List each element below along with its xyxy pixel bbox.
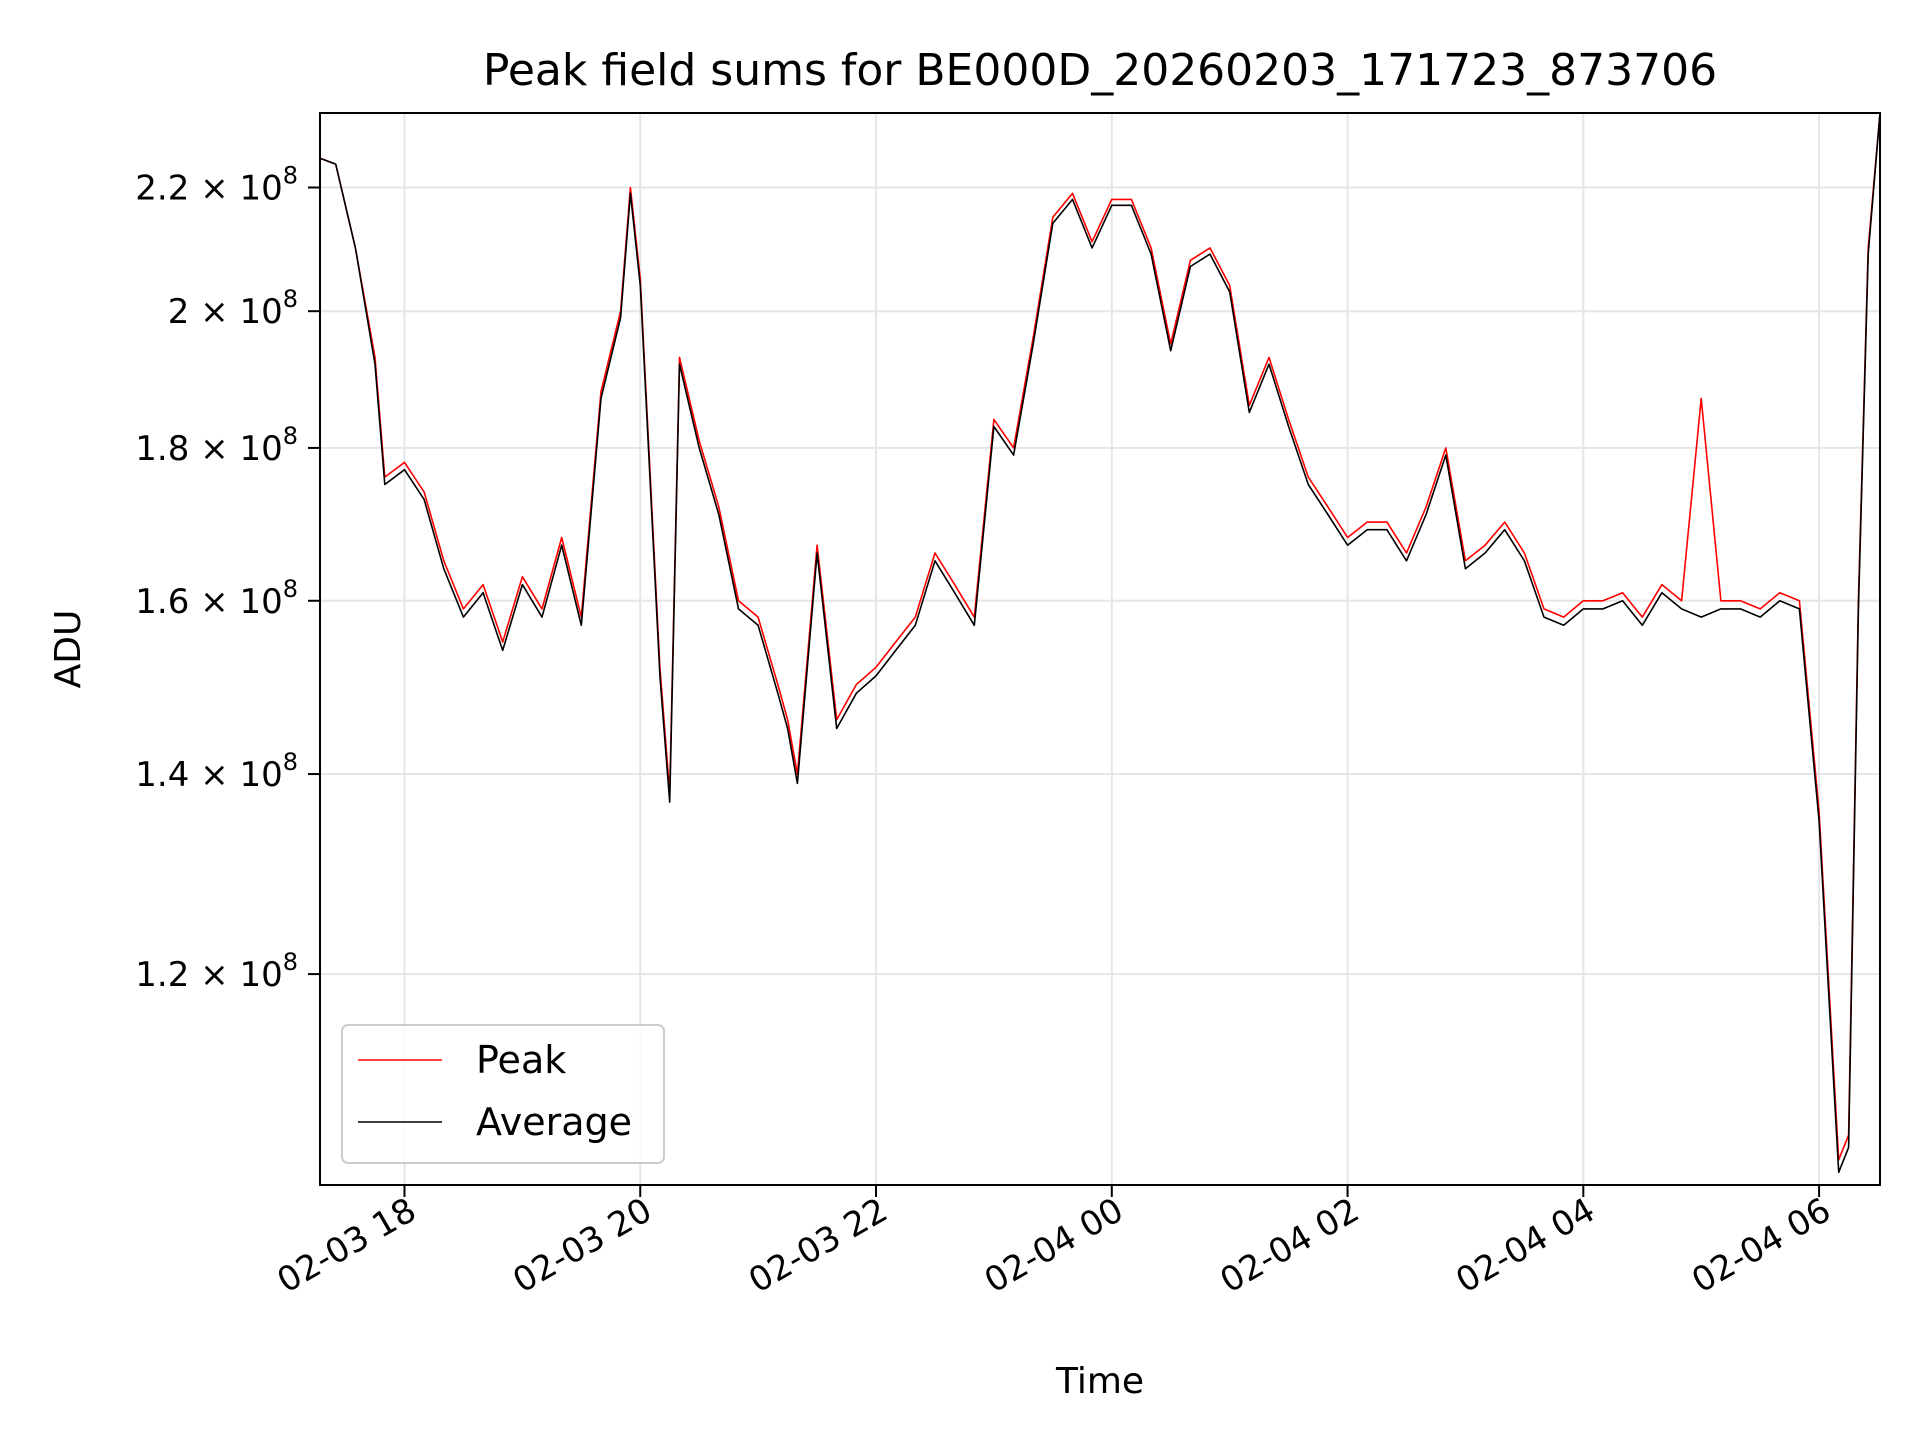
y-tick-label: 1.8 × 108 (135, 422, 298, 469)
y-tick-label: 1.6 × 108 (135, 575, 298, 622)
chart-title: Peak field sums for BE000D_20260203_1717… (483, 45, 1717, 96)
y-tick-label: 2 × 108 (168, 285, 298, 332)
legend-label-peak: Peak (476, 1038, 566, 1082)
series-line-average (319, 112, 1881, 1174)
plot-frame (319, 112, 1881, 1186)
y-tick-label: 1.4 × 108 (135, 748, 298, 795)
grid (320, 113, 1880, 1185)
y-tick-label: 1.2 × 108 (135, 948, 298, 995)
x-axis-label: Time (1055, 1361, 1144, 1402)
y-tick-label: 2.2 × 108 (135, 162, 298, 209)
legend-label-average: Average (476, 1100, 632, 1144)
y-axis-label: ADU (48, 610, 89, 689)
series-group (319, 112, 1881, 1174)
legend: Peak Average (341, 1024, 665, 1164)
